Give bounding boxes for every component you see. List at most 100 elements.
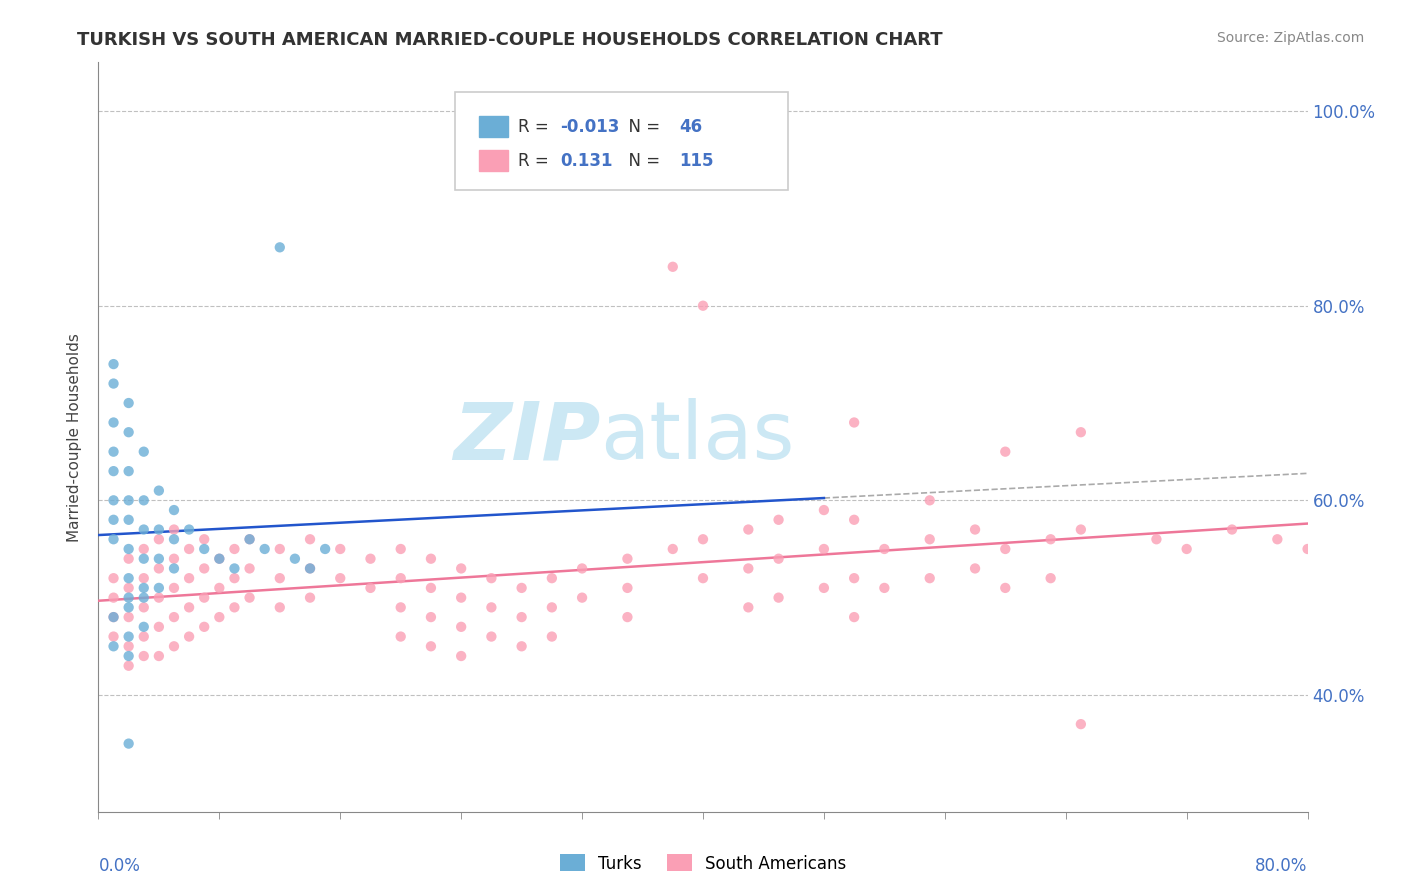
Point bbox=[1296, 541, 1319, 556]
Point bbox=[103, 464, 125, 478]
Point bbox=[103, 533, 125, 547]
Point bbox=[132, 648, 155, 663]
Point bbox=[269, 541, 291, 556]
Text: atlas: atlas bbox=[600, 398, 794, 476]
Point bbox=[132, 541, 155, 556]
Point bbox=[540, 630, 562, 644]
Point bbox=[148, 523, 170, 537]
Point bbox=[208, 610, 231, 624]
Point bbox=[540, 600, 562, 615]
Point bbox=[148, 561, 170, 575]
Point bbox=[481, 600, 503, 615]
Point bbox=[179, 630, 201, 644]
Point bbox=[269, 571, 291, 585]
Point bbox=[540, 571, 562, 585]
Point bbox=[132, 571, 155, 585]
Point bbox=[918, 571, 941, 585]
Point bbox=[420, 610, 443, 624]
Point bbox=[103, 416, 125, 430]
Point bbox=[1267, 533, 1289, 547]
Point bbox=[148, 533, 170, 547]
Bar bbox=[479, 150, 509, 171]
Point bbox=[103, 640, 125, 654]
Point bbox=[918, 493, 941, 508]
Point bbox=[118, 581, 141, 595]
Point bbox=[510, 581, 533, 595]
Point bbox=[193, 620, 215, 634]
Point bbox=[481, 571, 503, 585]
Point bbox=[179, 541, 201, 556]
Text: N =: N = bbox=[619, 152, 665, 169]
Point bbox=[148, 581, 170, 595]
Point bbox=[481, 630, 503, 644]
Point bbox=[918, 533, 941, 547]
Point bbox=[299, 561, 322, 575]
FancyBboxPatch shape bbox=[456, 93, 787, 190]
Point bbox=[163, 533, 186, 547]
Point bbox=[813, 503, 835, 517]
Point bbox=[616, 581, 638, 595]
Point bbox=[450, 648, 472, 663]
Point bbox=[118, 425, 141, 440]
Point bbox=[193, 533, 215, 547]
Point bbox=[179, 600, 201, 615]
Point bbox=[208, 551, 231, 566]
Text: ZIP: ZIP bbox=[453, 398, 600, 476]
Point bbox=[768, 513, 790, 527]
Point bbox=[208, 551, 231, 566]
Point bbox=[148, 551, 170, 566]
Point bbox=[103, 630, 125, 644]
Point bbox=[1144, 533, 1167, 547]
Point bbox=[224, 561, 246, 575]
Point bbox=[118, 640, 141, 654]
Point bbox=[103, 571, 125, 585]
Point bbox=[844, 571, 866, 585]
Point bbox=[661, 541, 683, 556]
Point bbox=[239, 591, 262, 605]
Point bbox=[193, 541, 215, 556]
Text: TURKISH VS SOUTH AMERICAN MARRIED-COUPLE HOUSEHOLDS CORRELATION CHART: TURKISH VS SOUTH AMERICAN MARRIED-COUPLE… bbox=[77, 31, 943, 49]
Y-axis label: Married-couple Households: Married-couple Households bbox=[67, 333, 83, 541]
Point bbox=[118, 513, 141, 527]
Point bbox=[103, 610, 125, 624]
Point bbox=[1220, 523, 1243, 537]
Point bbox=[132, 444, 155, 458]
Point bbox=[103, 591, 125, 605]
Point bbox=[571, 591, 593, 605]
Point bbox=[768, 551, 790, 566]
Point bbox=[389, 541, 412, 556]
Point bbox=[813, 581, 835, 595]
Point bbox=[224, 600, 246, 615]
Point bbox=[994, 581, 1017, 595]
Point bbox=[118, 658, 141, 673]
Point bbox=[118, 630, 141, 644]
Point bbox=[163, 610, 186, 624]
Point bbox=[239, 533, 262, 547]
Point bbox=[118, 737, 141, 751]
Text: R =: R = bbox=[517, 152, 554, 169]
Point bbox=[571, 561, 593, 575]
Point bbox=[360, 581, 382, 595]
Point bbox=[132, 591, 155, 605]
Point bbox=[299, 561, 322, 575]
Point bbox=[1175, 541, 1198, 556]
Point bbox=[148, 483, 170, 498]
Point bbox=[389, 630, 412, 644]
Point bbox=[118, 648, 141, 663]
Point bbox=[118, 464, 141, 478]
Point bbox=[118, 600, 141, 615]
Point bbox=[179, 523, 201, 537]
Point bbox=[692, 299, 714, 313]
Point bbox=[450, 591, 472, 605]
Point bbox=[314, 541, 336, 556]
Point bbox=[450, 620, 472, 634]
Point bbox=[510, 610, 533, 624]
Text: R =: R = bbox=[517, 118, 554, 136]
Point bbox=[118, 396, 141, 410]
Point bbox=[420, 640, 443, 654]
Point bbox=[844, 416, 866, 430]
Point bbox=[103, 444, 125, 458]
Point bbox=[994, 541, 1017, 556]
Point bbox=[510, 640, 533, 654]
Point bbox=[224, 571, 246, 585]
